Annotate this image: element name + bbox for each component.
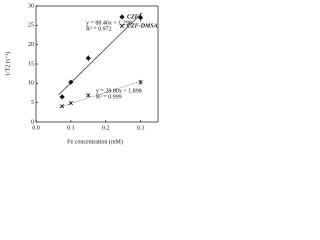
fit-equation: R² = 0.972 <box>86 26 112 32</box>
data-point <box>60 104 65 109</box>
data-point <box>86 93 91 98</box>
x-tick-label: 0.1 <box>67 125 75 131</box>
chart: Fe concentration (mM) 1/T2 (s⁻¹) 0 5 10 15 2… <box>4 3 159 145</box>
trend-line <box>58 12 143 95</box>
data-point <box>68 100 73 106</box>
legend-label: CZF-DMSA <box>127 23 158 29</box>
y-tick-label: 30 <box>28 3 34 9</box>
data-point <box>119 14 125 20</box>
trend-line <box>58 80 143 108</box>
y-tick-label: 20 <box>28 42 34 48</box>
y-tick-label: 15 <box>28 61 34 67</box>
data-point <box>59 94 65 100</box>
fit-equation: R² = 0.999 <box>96 94 122 100</box>
data-point <box>137 15 144 21</box>
y-tick-label: 10 <box>28 81 34 87</box>
x-tick-label: 0.3 <box>137 125 145 131</box>
data-point <box>68 79 74 85</box>
x-tick-label: 0.0 <box>32 125 40 131</box>
data-point <box>85 55 91 61</box>
y-tick-label: 25 <box>28 23 34 29</box>
fit-equation: y = 88.46x + 1.298 <box>86 20 132 26</box>
data-point <box>119 23 125 29</box>
y-tick-label: 5 <box>31 100 34 106</box>
y-axis-label: 1/T2 (s⁻¹) <box>4 52 11 76</box>
x-axis-label: Fe concentration (mM) <box>67 138 123 145</box>
fit-equation: y = 28.80x + 1.898 <box>96 88 142 94</box>
y-tick-label: 0 <box>31 119 34 125</box>
legend-label: CZF <box>127 14 139 20</box>
x-tick-label: 0.2 <box>102 125 110 131</box>
data-point <box>138 80 143 85</box>
